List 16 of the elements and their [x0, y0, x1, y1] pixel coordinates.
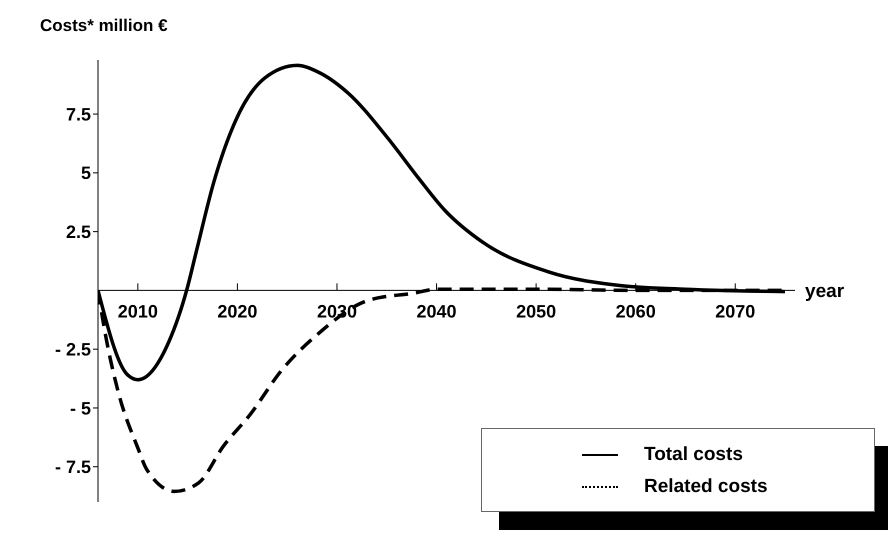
x-tick-label: 2070: [715, 301, 756, 322]
x-tick-label: 2060: [616, 301, 656, 322]
y-tick-label: 2.5: [66, 222, 91, 242]
chart-title: Costs* million €: [40, 16, 168, 36]
y-tick-label: 7.5: [66, 104, 91, 124]
x-tick-label: 2050: [516, 301, 556, 322]
legend-label: Related costs: [644, 476, 768, 498]
x-tick-label: 2010: [118, 301, 158, 322]
x-tick-label: 2040: [416, 301, 457, 322]
y-tick-label: 5: [80, 163, 91, 184]
x-axis-title: year: [805, 281, 845, 302]
y-tick-label: - 5: [70, 398, 91, 418]
y-tick-label: - 7.5: [54, 457, 91, 478]
y-tick-label: - 2.5: [54, 340, 91, 360]
x-tick-label: 2020: [217, 301, 258, 322]
legend-label: Total costs: [644, 444, 743, 466]
